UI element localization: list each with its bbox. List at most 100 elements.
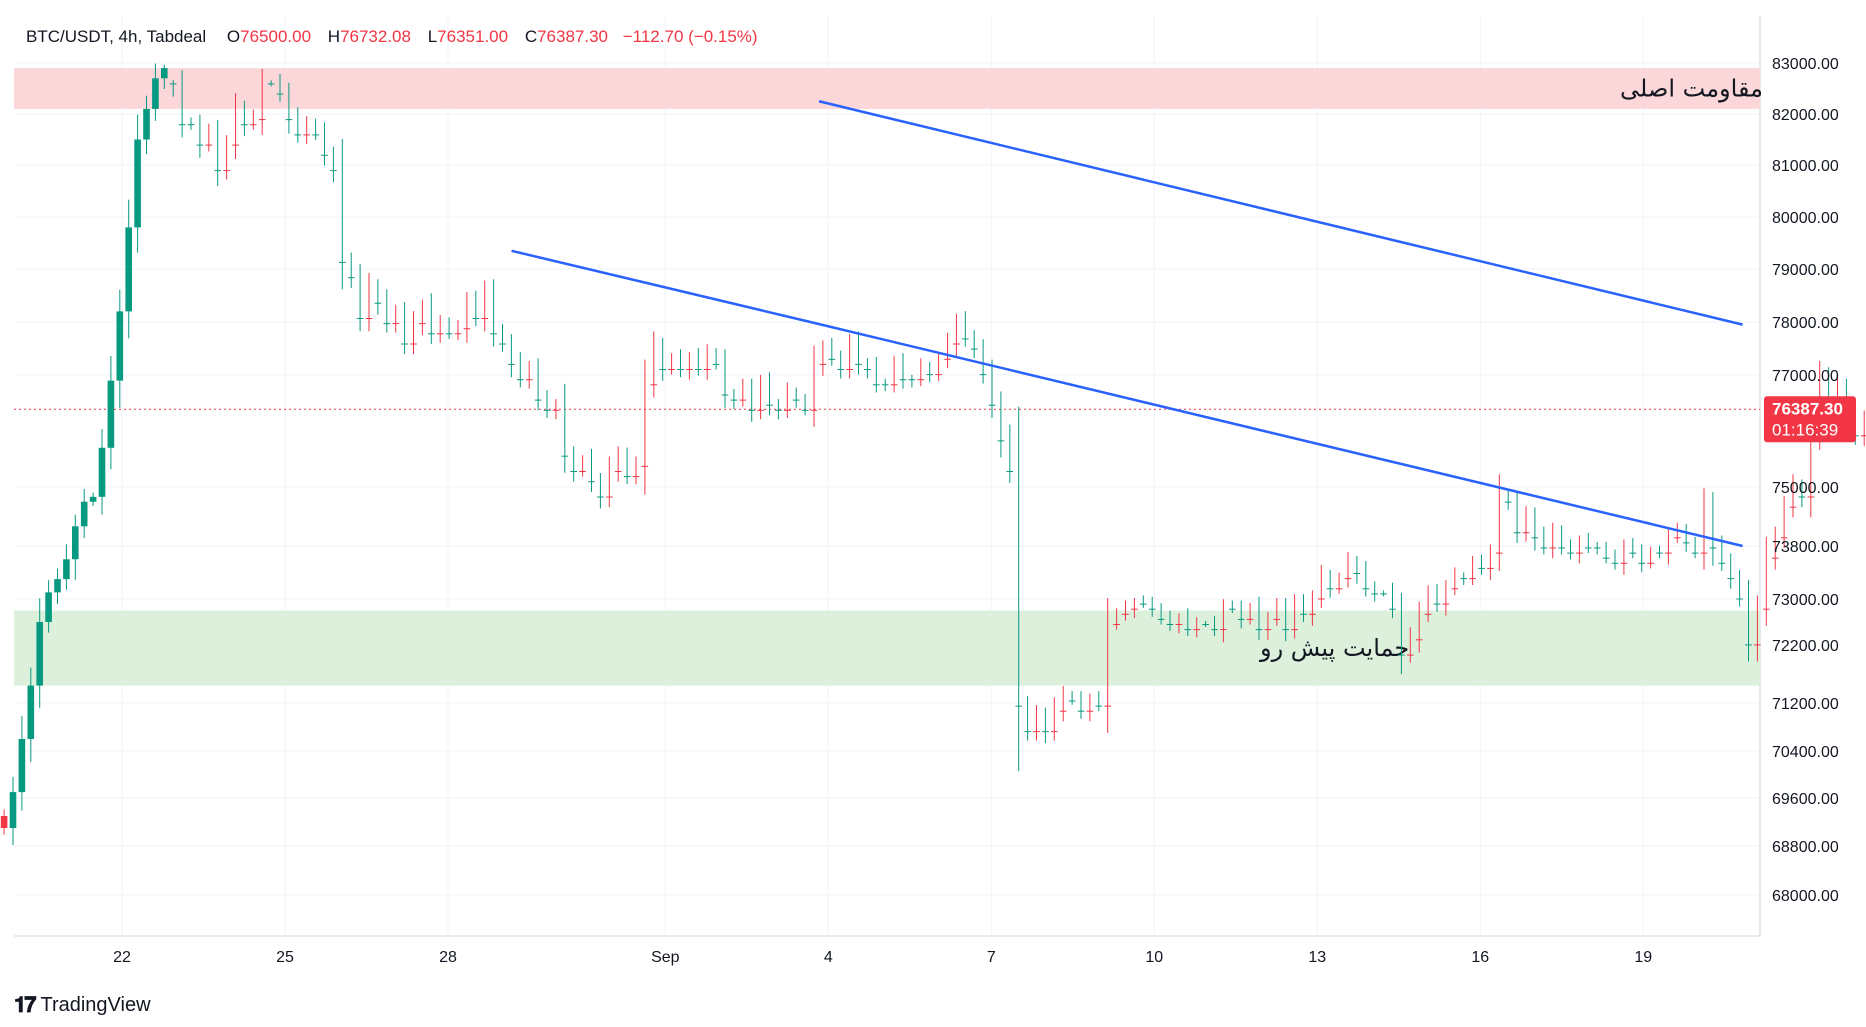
time-axis[interactable]: 22 25 28 Sep 4 7 10 13 16 19 [113,949,1652,966]
candle [703,369,711,370]
close-label: C [524,27,538,46]
candle [1051,731,1058,733]
candle [454,333,462,335]
candle [597,496,604,498]
channel-upper-trendline[interactable] [818,100,1743,326]
candle [1736,598,1743,600]
candle [970,348,978,350]
candle [508,363,515,365]
candle [979,374,987,376]
candle [641,465,649,467]
time-tick-label: 22 [113,949,131,966]
candle [1220,629,1227,631]
candle [1496,552,1503,554]
candle [0,816,8,828]
support-zone-label: حمایت پیش رو [1259,634,1409,662]
symbol-title[interactable]: BTC/USDT, 4h, Tabdeal [26,27,207,46]
price-axis[interactable]: 83000.00 82000.00 81000.00 80000.00 79000.00… [1772,56,1839,905]
candle [855,363,862,365]
candle [134,139,141,228]
tradingview-name: TradingView [40,993,151,1016]
candle [1077,710,1085,712]
candle [908,379,916,381]
tradingview-branding[interactable]: 𝟏𝟕 TradingView [14,992,151,1018]
price-tick-label: 68800.00 [1772,839,1839,856]
candle [463,328,471,330]
candle [383,323,391,325]
candle [143,108,150,140]
candle [757,409,764,411]
candle [650,384,658,386]
candle [419,323,426,325]
candle [1602,557,1610,559]
candle [63,559,70,580]
candle [1344,578,1352,580]
price-zones: مقاومت اصلی حمایت پیش رو [14,68,1763,686]
candle [312,134,319,136]
candle [1780,537,1788,539]
price-tick-label: 72200.00 [1772,638,1839,655]
candle [623,476,631,478]
candle [330,170,337,172]
channel-lower-1-trendline[interactable] [511,249,811,324]
candle [668,369,675,370]
candle [632,476,640,478]
candle [1665,552,1672,554]
channel-lower-2-trendline[interactable] [810,320,1743,548]
chart-grid [14,16,1761,937]
candle [1291,629,1298,631]
time-tick-label: 19 [1634,949,1652,966]
candle [1522,532,1530,534]
candle [1166,624,1174,625]
candle [1246,618,1254,620]
candle [1353,573,1361,574]
candle [1095,705,1103,707]
candle [392,323,400,325]
price-tick-label: 80000.00 [1772,210,1839,227]
candle [339,261,346,263]
candle [819,363,827,365]
candle [1593,547,1601,549]
candle [1691,552,1699,554]
candle [543,409,551,411]
candle [1255,629,1263,631]
candle [1789,506,1797,508]
candle [810,409,818,411]
time-tick-label: 16 [1471,949,1489,966]
candle [1629,552,1637,554]
candle [1371,593,1379,595]
candles [0,63,1866,846]
candle [1611,562,1619,564]
candle [1860,435,1866,437]
candle [107,380,115,448]
price-tick-label: 78000.00 [1772,315,1839,332]
candle [347,277,355,279]
candle [1193,629,1201,631]
candle [962,338,969,340]
candle [792,399,800,401]
candle [1709,547,1717,549]
candle [178,124,186,126]
candle [1006,471,1014,472]
candle [1745,644,1752,646]
candle [1229,608,1236,610]
candle [1300,613,1307,615]
candle [9,792,17,828]
candle [953,343,960,345]
candle [1024,731,1031,733]
candle [695,369,702,370]
candle [1086,710,1094,712]
candle [748,409,756,411]
candle [1407,654,1414,656]
price-tick-label: 75000.00 [1772,480,1839,497]
candle [1531,537,1539,539]
candle [1042,731,1049,733]
candle [152,78,159,109]
candle [1656,552,1663,554]
price-tick-label: 77000.00 [1772,368,1839,385]
candle [27,685,35,739]
candle [1104,705,1112,707]
open-label: O [226,27,241,46]
candle [1335,588,1343,590]
